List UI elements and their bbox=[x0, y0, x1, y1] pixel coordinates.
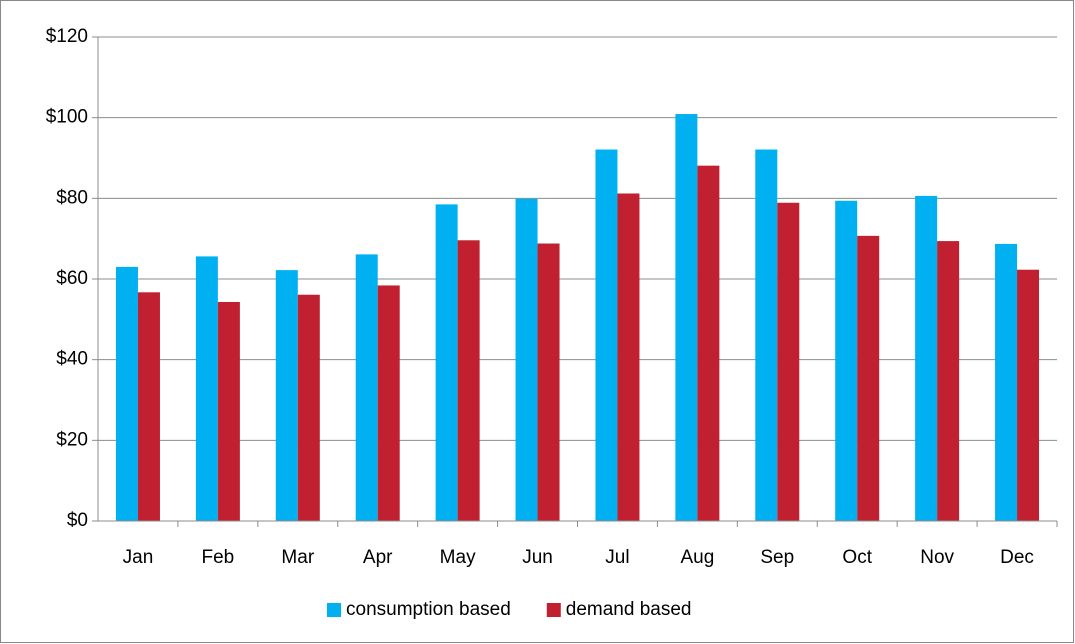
x-tick-label: Aug bbox=[680, 547, 714, 568]
x-tick-label: Jan bbox=[123, 547, 154, 568]
bar bbox=[217, 301, 240, 521]
bar bbox=[697, 165, 720, 521]
x-tick-label: Mar bbox=[281, 547, 314, 568]
bar bbox=[755, 149, 778, 521]
bar bbox=[1017, 269, 1040, 521]
bar bbox=[115, 266, 138, 521]
y-tick-label: $0 bbox=[67, 510, 88, 531]
y-tick-label: $120 bbox=[46, 26, 88, 47]
y-tick-label: $80 bbox=[56, 187, 88, 208]
bar bbox=[835, 200, 858, 521]
bar bbox=[435, 204, 458, 521]
bar bbox=[457, 240, 480, 521]
y-tick-label: $40 bbox=[56, 349, 88, 370]
x-tick-label: Oct bbox=[842, 547, 872, 568]
legend-label: consumption based bbox=[346, 599, 511, 620]
bar bbox=[915, 195, 938, 521]
bar bbox=[537, 243, 560, 522]
bar bbox=[617, 193, 640, 521]
bar bbox=[777, 202, 800, 521]
x-tick-label: Dec bbox=[1000, 547, 1034, 568]
x-tick-label: Sep bbox=[760, 547, 794, 568]
bar bbox=[675, 114, 698, 521]
bar bbox=[355, 254, 378, 521]
x-tick-label: Apr bbox=[363, 547, 393, 568]
x-tick-label: May bbox=[440, 547, 476, 568]
bar bbox=[995, 243, 1018, 521]
x-tick-label: Feb bbox=[202, 547, 235, 568]
bar bbox=[937, 241, 960, 521]
bar bbox=[297, 294, 320, 521]
bar bbox=[857, 235, 880, 522]
x-tick-label: Jul bbox=[605, 547, 629, 568]
x-tick-label: Nov bbox=[920, 547, 954, 568]
bar bbox=[515, 198, 538, 521]
bar bbox=[377, 285, 400, 521]
y-tick-label: $60 bbox=[56, 268, 88, 289]
legend-label: demand based bbox=[566, 599, 692, 620]
y-tick-label: $100 bbox=[46, 107, 88, 128]
y-tick-label: $20 bbox=[56, 429, 88, 450]
bar bbox=[275, 270, 298, 521]
x-tick-label: Jun bbox=[522, 547, 553, 568]
bar bbox=[195, 256, 218, 521]
legend-swatch bbox=[327, 603, 341, 617]
bar bbox=[137, 292, 160, 521]
bar bbox=[595, 149, 618, 521]
legend-swatch bbox=[546, 603, 561, 617]
